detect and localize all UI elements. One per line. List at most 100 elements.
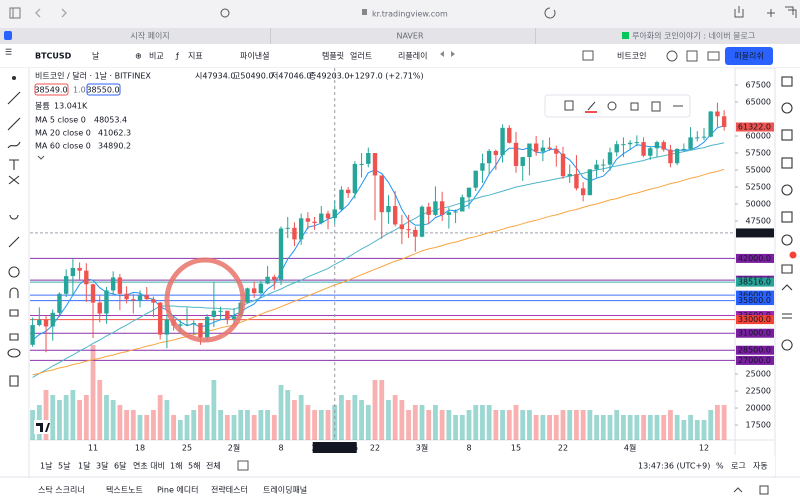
panel-tab[interactable]: 전략테스터 — [211, 485, 248, 495]
volume-bar — [285, 390, 291, 440]
sidebar-icon[interactable] — [9, 7, 21, 19]
floating-toolbar — [544, 94, 691, 118]
volume-bar — [433, 405, 438, 440]
sidebar-icons[interactable] — [781, 76, 793, 351]
volume-bar — [473, 405, 479, 440]
x-tick-label: 15 — [511, 444, 521, 453]
ma-label: MA 5 close 0 — [35, 116, 86, 125]
candle-body — [426, 206, 431, 215]
y-tick-label: 57500 — [746, 149, 771, 158]
level-label: 31000.0 — [738, 329, 771, 338]
timeframe[interactable]: 5해 — [188, 461, 200, 471]
panel-tab[interactable]: Pine 에디터 — [157, 486, 199, 495]
timeframe[interactable]: 전체 — [206, 461, 221, 471]
volume-value: 13.041K — [54, 102, 88, 111]
candle-body — [621, 144, 626, 146]
ma-value: 48053.4 — [94, 116, 127, 125]
toolbar-item[interactable]: 지표 — [188, 52, 203, 61]
browser-actions[interactable] — [734, 6, 797, 18]
reload[interactable] — [544, 7, 556, 19]
bid[interactable]: 38549.0 — [34, 86, 67, 95]
candle-body — [466, 187, 472, 198]
timeframe[interactable]: 6달 — [114, 462, 127, 471]
x-tick-label: 2021-02-16 — [311, 444, 358, 453]
timeframe[interactable]: 1해 — [170, 461, 182, 471]
candle-body — [292, 227, 297, 240]
panel-tab[interactable]: 트레이딩패널 — [263, 485, 307, 495]
layout-icon[interactable] — [582, 50, 594, 61]
volume-bar — [527, 410, 532, 440]
layout-name[interactable]: 비트코인 — [617, 51, 646, 61]
publish-label[interactable]: 퍼블리쉬 — [734, 51, 763, 61]
interval[interactable]: 날 — [92, 51, 100, 61]
tab[interactable]: 시작 페이지 — [130, 31, 169, 41]
volume-bar — [345, 400, 351, 440]
annotation-circle[interactable] — [164, 257, 246, 343]
volume-bar — [520, 410, 526, 440]
volume-bar — [540, 415, 546, 440]
panel-tab[interactable]: 텍스트노트 — [106, 485, 143, 495]
spread: 1.0 — [73, 86, 86, 95]
fullscreen[interactable] — [686, 50, 698, 62]
volume-bar — [681, 420, 687, 440]
snapshot[interactable] — [707, 51, 720, 61]
ask[interactable]: 38550.0 — [86, 86, 119, 95]
level-label: 27000.0 — [738, 356, 771, 365]
timeframe[interactable]: 연초 대비 — [133, 462, 165, 471]
scale-option[interactable]: % — [716, 462, 724, 471]
volume-bar — [560, 410, 566, 440]
candle-body — [137, 295, 143, 301]
volume-bar — [654, 415, 660, 440]
volume-bar — [621, 415, 626, 440]
candle-body — [486, 150, 492, 164]
panel-tab[interactable]: 스탁 스크리너 — [38, 485, 85, 495]
date-range[interactable] — [237, 460, 249, 471]
candle-body — [392, 206, 398, 225]
settings[interactable] — [666, 50, 678, 62]
last-price-label: 61322.0 — [738, 123, 771, 132]
toolbar-item[interactable]: 파이낸셜 — [240, 51, 269, 61]
candle-body — [90, 284, 96, 303]
url[interactable]: kr.tradingview.com — [372, 10, 448, 19]
volume-bar — [312, 410, 317, 440]
volume-bar — [271, 415, 277, 440]
scale-option[interactable]: 자동 — [753, 462, 768, 471]
toolbar-item[interactable]: 얼러트 — [350, 51, 372, 61]
candle-body — [688, 137, 693, 149]
candle-body — [352, 163, 358, 194]
candle-body — [97, 302, 102, 314]
plot — [30, 68, 735, 440]
timeframe[interactable]: 1날 — [40, 461, 53, 471]
publish-button[interactable] — [725, 47, 773, 65]
nav-arrows[interactable] — [35, 8, 67, 18]
bid-box[interactable] — [34, 83, 69, 96]
volume-bar — [50, 395, 56, 440]
panel-controls[interactable] — [733, 485, 769, 495]
ask-box[interactable] — [86, 83, 121, 96]
toolbar-item[interactable]: 템플릿 — [322, 51, 344, 61]
tab[interactable]: NAVER — [396, 32, 423, 41]
toolbar-item[interactable]: 비교 — [149, 52, 164, 61]
timeframe[interactable]: 1달 — [78, 462, 91, 471]
symbol[interactable]: BTCUSD — [35, 52, 72, 61]
drawing-tools[interactable] — [7, 75, 21, 387]
left-toolbar — [0, 68, 29, 478]
scale-option[interactable]: 로그 — [731, 462, 746, 471]
floating-tools[interactable] — [564, 100, 683, 112]
candle-body — [50, 312, 55, 327]
privacy-icon[interactable] — [220, 8, 230, 18]
volume-bar — [117, 405, 123, 440]
toolbar-item[interactable]: 리플레이 — [398, 51, 427, 61]
x-tick-label: 11 — [88, 444, 98, 453]
tab[interactable]: 루아화의 코인이야기 : 네이버 블로그 — [632, 31, 755, 41]
volume-bar — [607, 415, 613, 440]
candle-body — [715, 111, 720, 117]
volume-bar — [641, 415, 646, 440]
timeframe[interactable]: 3달 — [96, 462, 109, 471]
x-tick-label: 18 — [135, 444, 145, 453]
collapse[interactable] — [37, 155, 45, 160]
timeframe[interactable]: 5날 — [58, 461, 71, 471]
undo-redo[interactable] — [440, 51, 455, 57]
volume-bar — [144, 415, 150, 440]
ma-value: 41062.3 — [98, 129, 131, 138]
